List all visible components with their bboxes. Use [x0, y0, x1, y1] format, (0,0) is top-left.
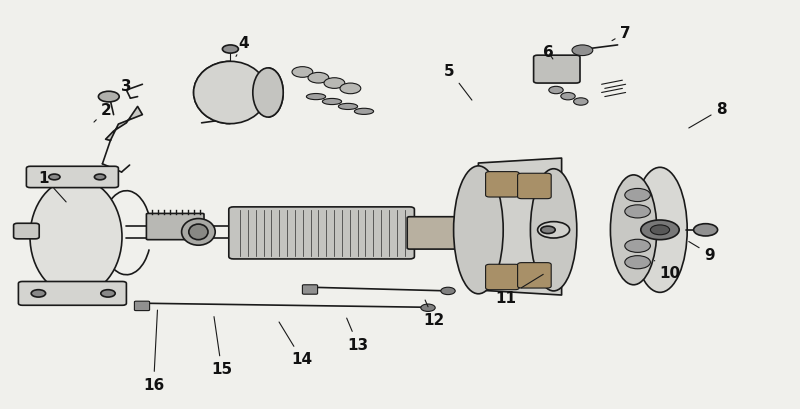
Ellipse shape: [338, 104, 358, 110]
Circle shape: [625, 189, 650, 202]
Circle shape: [538, 222, 570, 238]
Circle shape: [441, 288, 455, 295]
Text: 8: 8: [689, 102, 727, 129]
Text: 9: 9: [689, 242, 715, 262]
Text: 1: 1: [38, 171, 66, 202]
Text: 16: 16: [143, 310, 164, 392]
Text: 10: 10: [654, 261, 680, 281]
Circle shape: [625, 240, 650, 253]
Ellipse shape: [354, 109, 374, 115]
Circle shape: [574, 99, 588, 106]
Ellipse shape: [253, 69, 283, 118]
Circle shape: [694, 224, 718, 236]
FancyBboxPatch shape: [26, 167, 118, 188]
Ellipse shape: [610, 175, 657, 285]
FancyBboxPatch shape: [486, 265, 519, 290]
FancyBboxPatch shape: [229, 207, 414, 259]
Circle shape: [340, 84, 361, 94]
FancyBboxPatch shape: [407, 217, 458, 249]
Text: 15: 15: [211, 317, 232, 376]
FancyBboxPatch shape: [518, 263, 551, 288]
Circle shape: [625, 256, 650, 269]
FancyBboxPatch shape: [14, 224, 39, 239]
Polygon shape: [478, 159, 562, 295]
Text: 3: 3: [121, 79, 132, 93]
Ellipse shape: [530, 169, 577, 291]
FancyBboxPatch shape: [302, 285, 318, 294]
Ellipse shape: [30, 179, 122, 295]
Text: 4: 4: [236, 36, 250, 57]
Circle shape: [549, 87, 563, 94]
Ellipse shape: [454, 166, 503, 294]
Circle shape: [641, 220, 679, 240]
Circle shape: [561, 93, 575, 101]
Ellipse shape: [322, 99, 342, 105]
Ellipse shape: [189, 225, 208, 240]
Circle shape: [541, 227, 555, 234]
Text: 7: 7: [612, 26, 631, 42]
FancyBboxPatch shape: [534, 56, 580, 84]
Text: 13: 13: [346, 318, 368, 352]
Circle shape: [324, 79, 345, 89]
Ellipse shape: [633, 168, 687, 293]
Ellipse shape: [182, 219, 215, 245]
Text: 14: 14: [279, 322, 312, 366]
FancyBboxPatch shape: [486, 172, 519, 198]
Text: 2: 2: [94, 103, 112, 123]
Ellipse shape: [306, 94, 326, 100]
Circle shape: [98, 92, 119, 103]
Circle shape: [222, 46, 238, 54]
Text: 11: 11: [495, 275, 543, 305]
Circle shape: [49, 175, 60, 180]
Circle shape: [650, 225, 670, 235]
Circle shape: [572, 46, 593, 56]
FancyBboxPatch shape: [134, 301, 150, 311]
FancyBboxPatch shape: [518, 174, 551, 199]
Circle shape: [292, 67, 313, 78]
FancyBboxPatch shape: [146, 214, 204, 240]
Ellipse shape: [194, 62, 267, 124]
Circle shape: [31, 290, 46, 297]
FancyBboxPatch shape: [18, 282, 126, 306]
Circle shape: [308, 73, 329, 84]
Circle shape: [101, 290, 115, 297]
Circle shape: [625, 205, 650, 218]
Circle shape: [94, 175, 106, 180]
Text: 12: 12: [423, 300, 444, 327]
Polygon shape: [106, 107, 142, 141]
Circle shape: [421, 304, 435, 312]
Text: 5: 5: [444, 64, 472, 101]
Text: 6: 6: [542, 45, 554, 60]
